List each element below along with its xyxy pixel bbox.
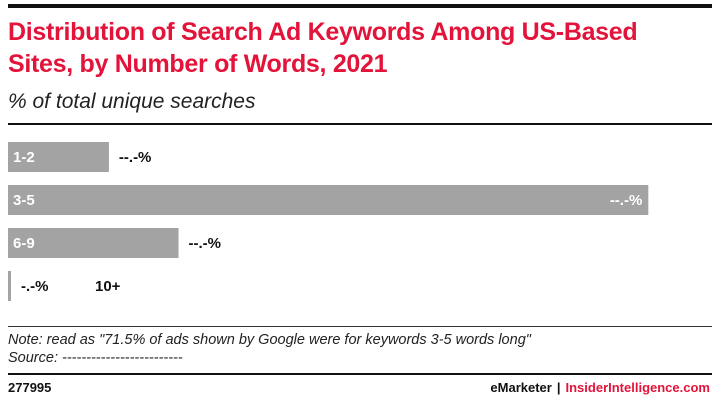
footnote: Note: read as "71.5% of ads shown by Goo… — [8, 331, 531, 367]
chart-id: 277995 — [8, 380, 52, 395]
category-label: 6-9 — [13, 235, 35, 252]
category-label: 1-2 — [13, 149, 35, 166]
header-rule — [8, 123, 712, 125]
source-text: Source: ------------------------- — [8, 350, 183, 366]
chart-title: Distribution of Search Ad Keywords Among… — [8, 18, 638, 78]
site-link[interactable]: InsiderIntelligence.com — [565, 380, 711, 395]
credit-separator: | — [556, 380, 561, 395]
bar-6-9 — [8, 228, 179, 258]
credit-line: eMarketer | InsiderIntelligence.com — [490, 380, 710, 395]
value-label: --.-% — [119, 149, 152, 166]
category-label: 3-5 — [13, 192, 35, 209]
value-label: --.-% — [189, 235, 222, 252]
bar-1-2 — [8, 142, 109, 172]
bar-chart: 1-2 --.-% 3-5 --.-% 6-9 --.-% -.-% 10+ — [8, 142, 649, 301]
brand-name: eMarketer — [490, 380, 552, 395]
footer-rule — [8, 326, 712, 327]
bottom-rule — [8, 373, 712, 375]
top-rule — [8, 4, 712, 8]
value-label: -.-% — [21, 278, 49, 295]
value-label: --.-% — [610, 192, 643, 209]
note-text: Note: read as "71.5% of ads shown by Goo… — [8, 332, 531, 348]
chart-subtitle: % of total unique searches — [8, 90, 256, 113]
category-label: 10+ — [95, 278, 121, 295]
bar-10+ — [8, 271, 11, 301]
bar-3-5 — [8, 185, 649, 215]
